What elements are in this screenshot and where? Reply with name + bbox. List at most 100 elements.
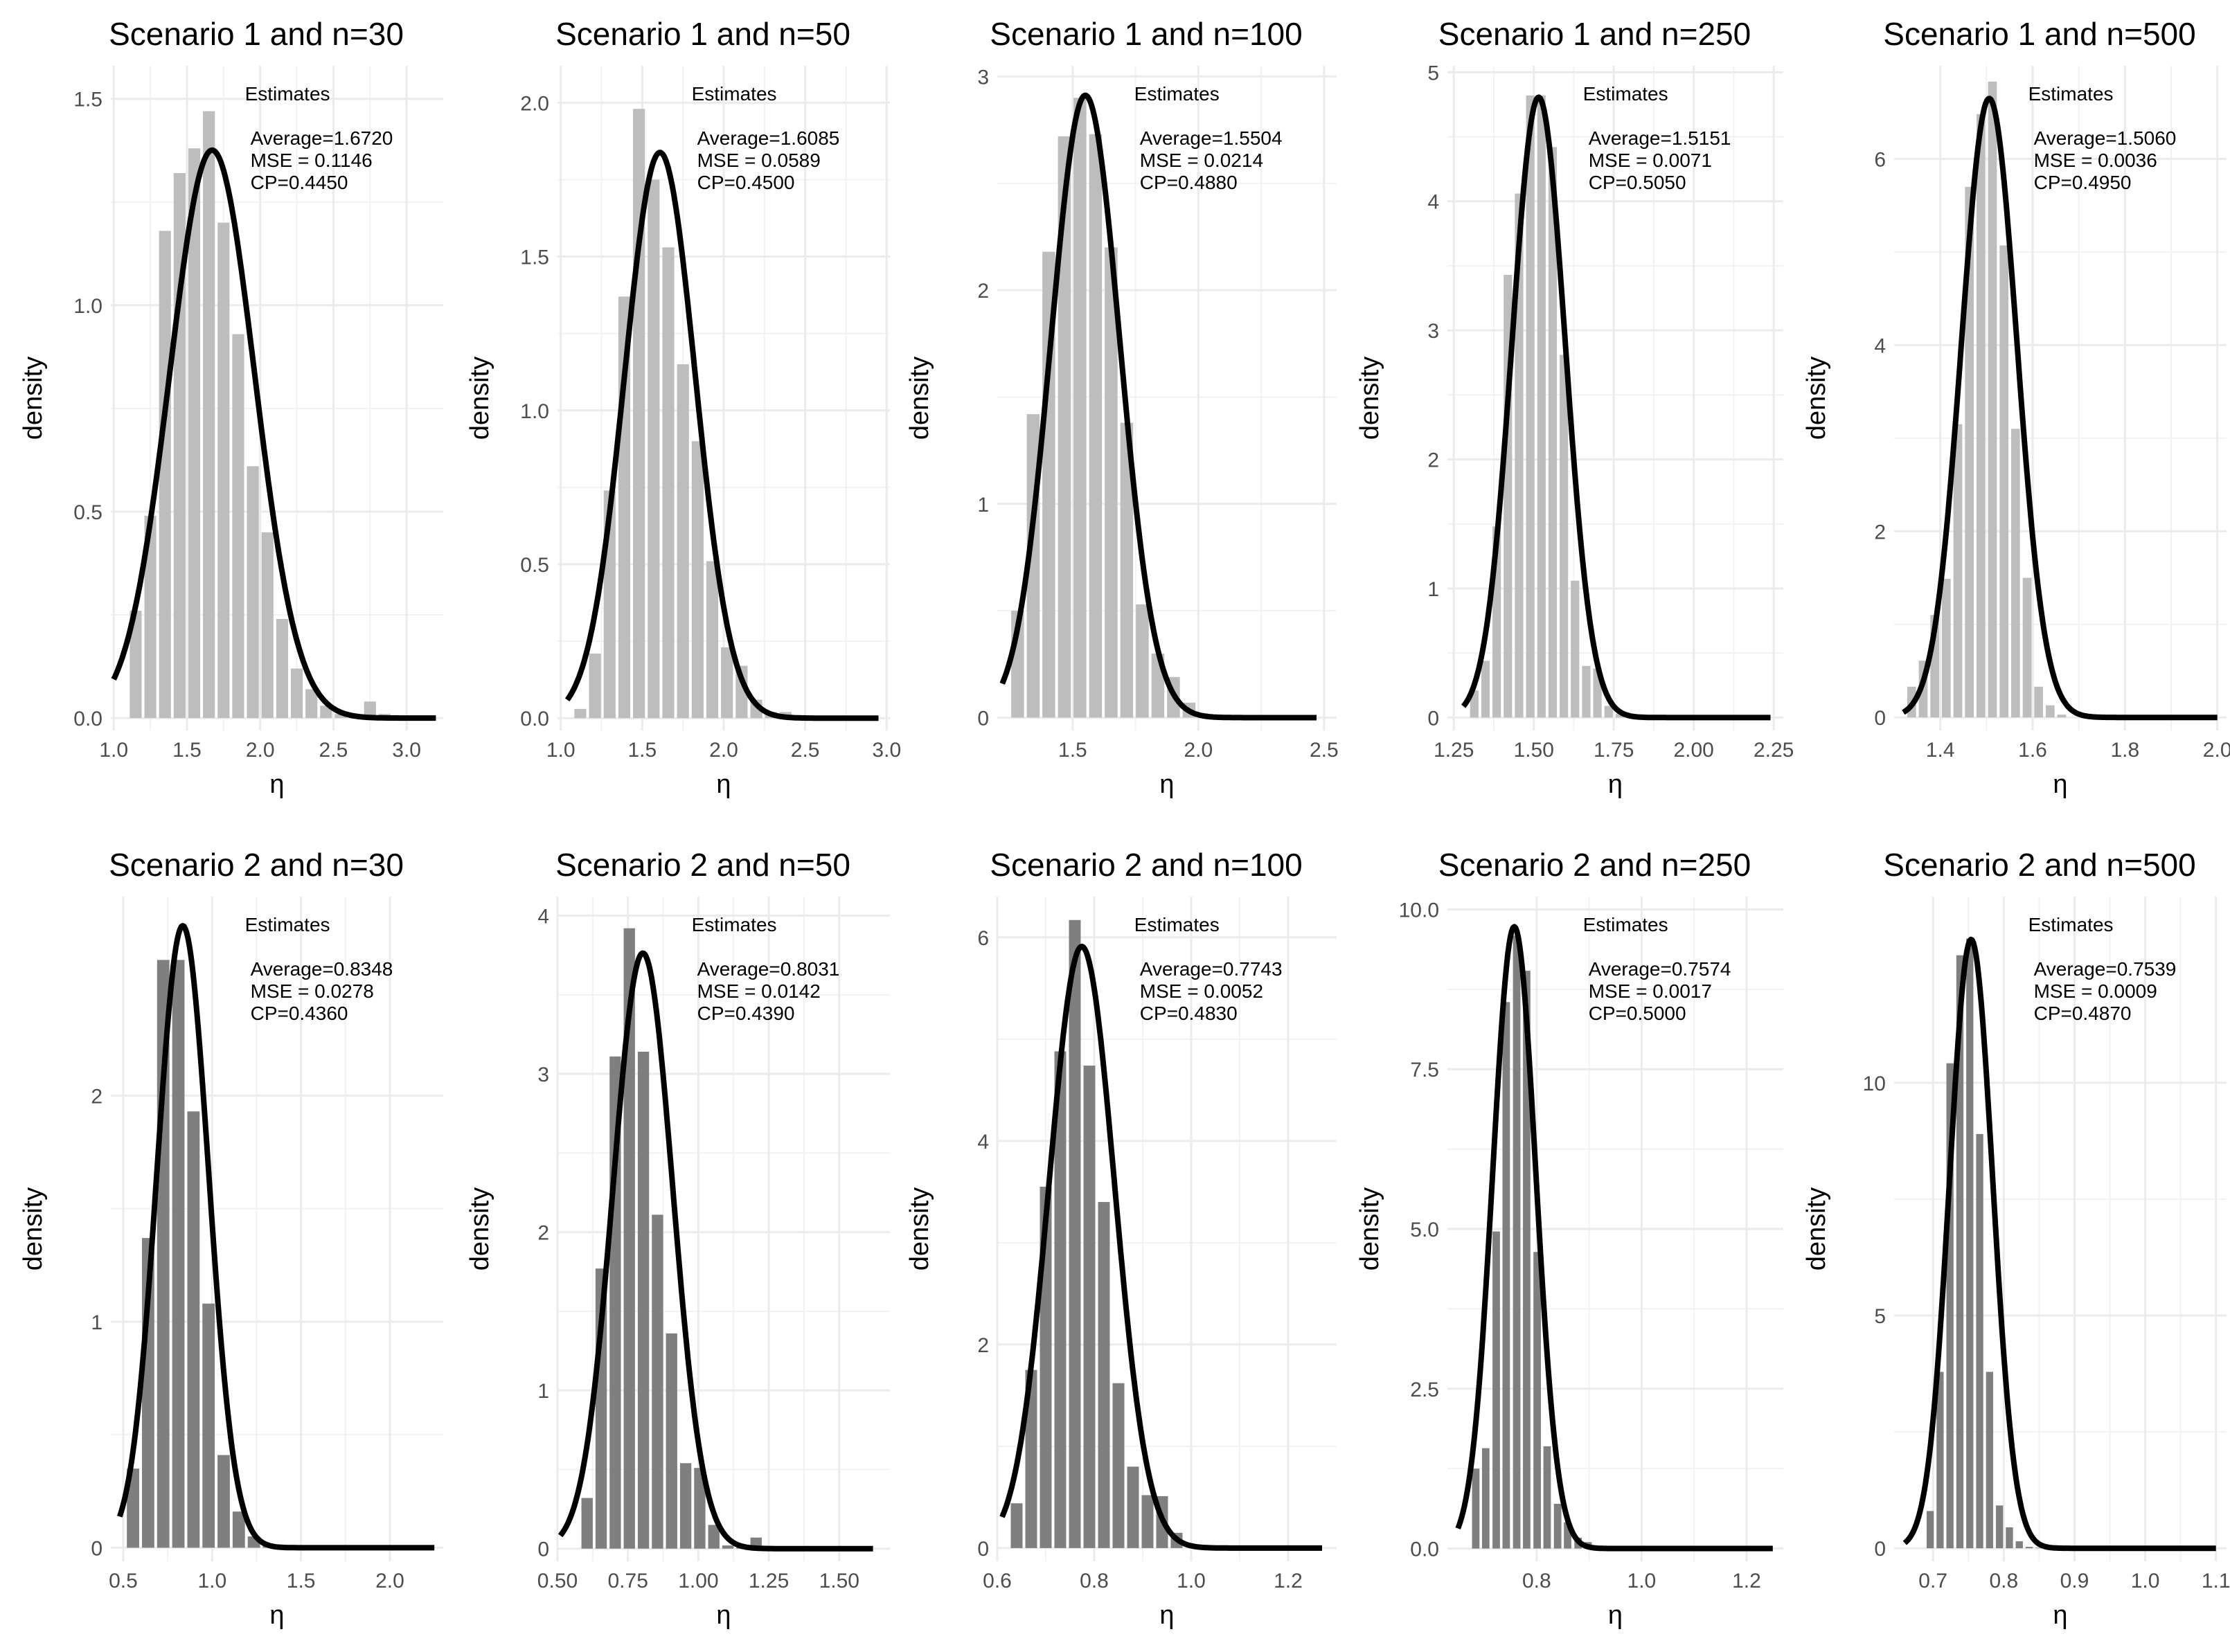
stat-mse: MSE = 0.0052 xyxy=(1140,980,1263,1002)
y-tick-label: 4 xyxy=(537,905,549,928)
panel-title: Scenario 2 and n=100 xyxy=(990,847,1302,883)
histogram-bar xyxy=(1492,1231,1500,1549)
x-tick-label: 1.25 xyxy=(749,1570,789,1592)
histogram-bar xyxy=(1481,661,1490,718)
y-tick-label: 2.0 xyxy=(520,92,549,115)
x-tick-label: 0.6 xyxy=(983,1570,1012,1592)
panel-title: Scenario 1 and n=250 xyxy=(1438,16,1751,52)
histogram-bar xyxy=(1543,1446,1551,1549)
panel-1: 1.0 1.5 2.0 2.5 3.0 0.0 0.5 1.0 1.5 Estimates Aver… xyxy=(19,16,443,799)
stat-mse: MSE = 0.0017 xyxy=(1589,980,1712,1002)
stat-mse: MSE = 0.1146 xyxy=(251,150,373,171)
y-tick-label: 1.5 xyxy=(520,246,549,269)
panel-5: 1.4 1.6 1.8 2.0 0 2 4 6 Estimates Average=1.5060M… xyxy=(1802,16,2230,799)
histogram-bar xyxy=(623,928,635,1549)
y-tick-label: 0 xyxy=(1874,1538,1886,1561)
histogram-bar xyxy=(2025,1547,2033,1549)
y-tick-label: 1 xyxy=(91,1311,102,1334)
y-axis-label: density xyxy=(465,1187,494,1271)
x-tick-label: 1.25 xyxy=(1434,739,1474,762)
histogram-bar xyxy=(247,466,259,719)
legend-title: Estimates xyxy=(2028,914,2114,935)
panel-title: Scenario 1 and n=30 xyxy=(109,16,404,52)
histogram-bar xyxy=(261,532,274,719)
density-curve xyxy=(1902,96,2219,721)
stat-cp: CP=0.4870 xyxy=(2034,1003,2132,1024)
histogram-bar xyxy=(2034,686,2043,718)
x-tick-label: 0.7 xyxy=(1918,1570,1947,1592)
x-tick-label: 1.5 xyxy=(172,739,202,762)
y-tick-label: 5 xyxy=(1427,62,1439,84)
histogram-bar xyxy=(232,1511,245,1548)
x-tick-label: 0.5 xyxy=(109,1570,138,1592)
x-tick-label: 2.5 xyxy=(1310,739,1339,762)
histogram-bar xyxy=(2006,1527,2013,1549)
histogram-bar xyxy=(1988,81,1997,718)
y-tick-label: 2 xyxy=(537,1222,549,1245)
stat-average: Average=1.5060 xyxy=(2034,127,2177,149)
histogram-bar xyxy=(1058,136,1071,718)
histogram-bar xyxy=(144,515,157,719)
histogram-bar xyxy=(589,653,601,719)
histogram-bar xyxy=(677,364,689,719)
stat-cp: CP=0.4500 xyxy=(697,172,795,193)
histogram-bar xyxy=(1515,193,1524,718)
histogram-bar xyxy=(1083,1066,1096,1548)
y-axis-label: density xyxy=(465,357,494,440)
histogram-bar xyxy=(1502,1002,1510,1549)
y-tick-label: 0.5 xyxy=(73,501,102,524)
histogram-bar xyxy=(1523,971,1531,1549)
y-tick-label: 10.0 xyxy=(1399,899,1439,922)
histogram-bar xyxy=(1054,1051,1067,1548)
x-tick-label: 0.9 xyxy=(2060,1570,2089,1592)
x-tick-label: 2.5 xyxy=(319,739,348,762)
x-tick-label: 1.4 xyxy=(1926,739,1955,762)
x-tick-label: 1.00 xyxy=(678,1570,718,1592)
x-tick-label: 2.25 xyxy=(1754,739,1794,762)
y-tick-label: 2 xyxy=(91,1085,102,1108)
stat-mse: MSE = 0.0142 xyxy=(697,980,821,1002)
histogram-bar xyxy=(1571,580,1580,718)
histogram-bar xyxy=(232,334,244,719)
stat-mse: MSE = 0.0036 xyxy=(2034,150,2157,171)
histogram-bar xyxy=(1025,1370,1037,1548)
stat-mse: MSE = 0.0589 xyxy=(697,150,821,171)
histogram-bar xyxy=(305,689,318,719)
histogram-bar xyxy=(2022,577,2032,718)
stat-cp: CP=0.5000 xyxy=(1589,1003,1686,1024)
histogram-bar xyxy=(662,247,675,719)
histogram-bar xyxy=(1615,713,1625,718)
x-tick-label: 1.2 xyxy=(1274,1570,1303,1592)
panel-2: 1.0 1.5 2.0 2.5 3.0 0.0 0.5 1.0 1.5 2.0 Estimates A… xyxy=(465,16,901,799)
panel-6: 0.5 1.0 1.5 2.0 0 1 2 Estimates Average=0.8348MS… xyxy=(19,847,443,1630)
stat-cp: CP=0.4390 xyxy=(697,1003,795,1024)
histogram-bar xyxy=(679,1463,692,1549)
y-axis-label: density xyxy=(1802,1187,1831,1271)
stat-cp: CP=0.4360 xyxy=(251,1003,348,1024)
density-curve xyxy=(116,923,436,1551)
histogram-bar xyxy=(130,611,142,719)
histogram-bar xyxy=(127,1469,139,1548)
y-tick-label: 4 xyxy=(977,1131,989,1153)
y-tick-label: 10 xyxy=(1863,1072,1886,1095)
panel-title: Scenario 2 and n=30 xyxy=(109,847,404,883)
histogram-bar xyxy=(2057,715,2067,718)
x-tick-label: 1.0 xyxy=(546,739,576,762)
x-tick-label: 3.0 xyxy=(872,739,901,762)
y-axis-label: density xyxy=(1355,357,1384,440)
y-axis-label: density xyxy=(19,1187,48,1271)
stat-average: Average=0.8348 xyxy=(251,958,393,980)
histogram-bar xyxy=(364,701,376,719)
histogram-bar xyxy=(1942,578,1951,718)
stat-average: Average=1.5504 xyxy=(1140,127,1283,149)
histogram-bar xyxy=(652,1214,663,1549)
legend-title: Estimates xyxy=(1134,914,1220,935)
x-tick-label: 1.0 xyxy=(1627,1570,1657,1592)
histogram-bar xyxy=(1120,422,1134,718)
histogram-bar xyxy=(1999,245,2008,718)
y-tick-label: 4 xyxy=(1874,334,1886,357)
x-tick-label: 2.0 xyxy=(375,1570,404,1592)
x-axis-label: η xyxy=(1159,1601,1174,1630)
legend-title: Estimates xyxy=(245,914,330,935)
histogram-bar xyxy=(1956,955,1964,1549)
